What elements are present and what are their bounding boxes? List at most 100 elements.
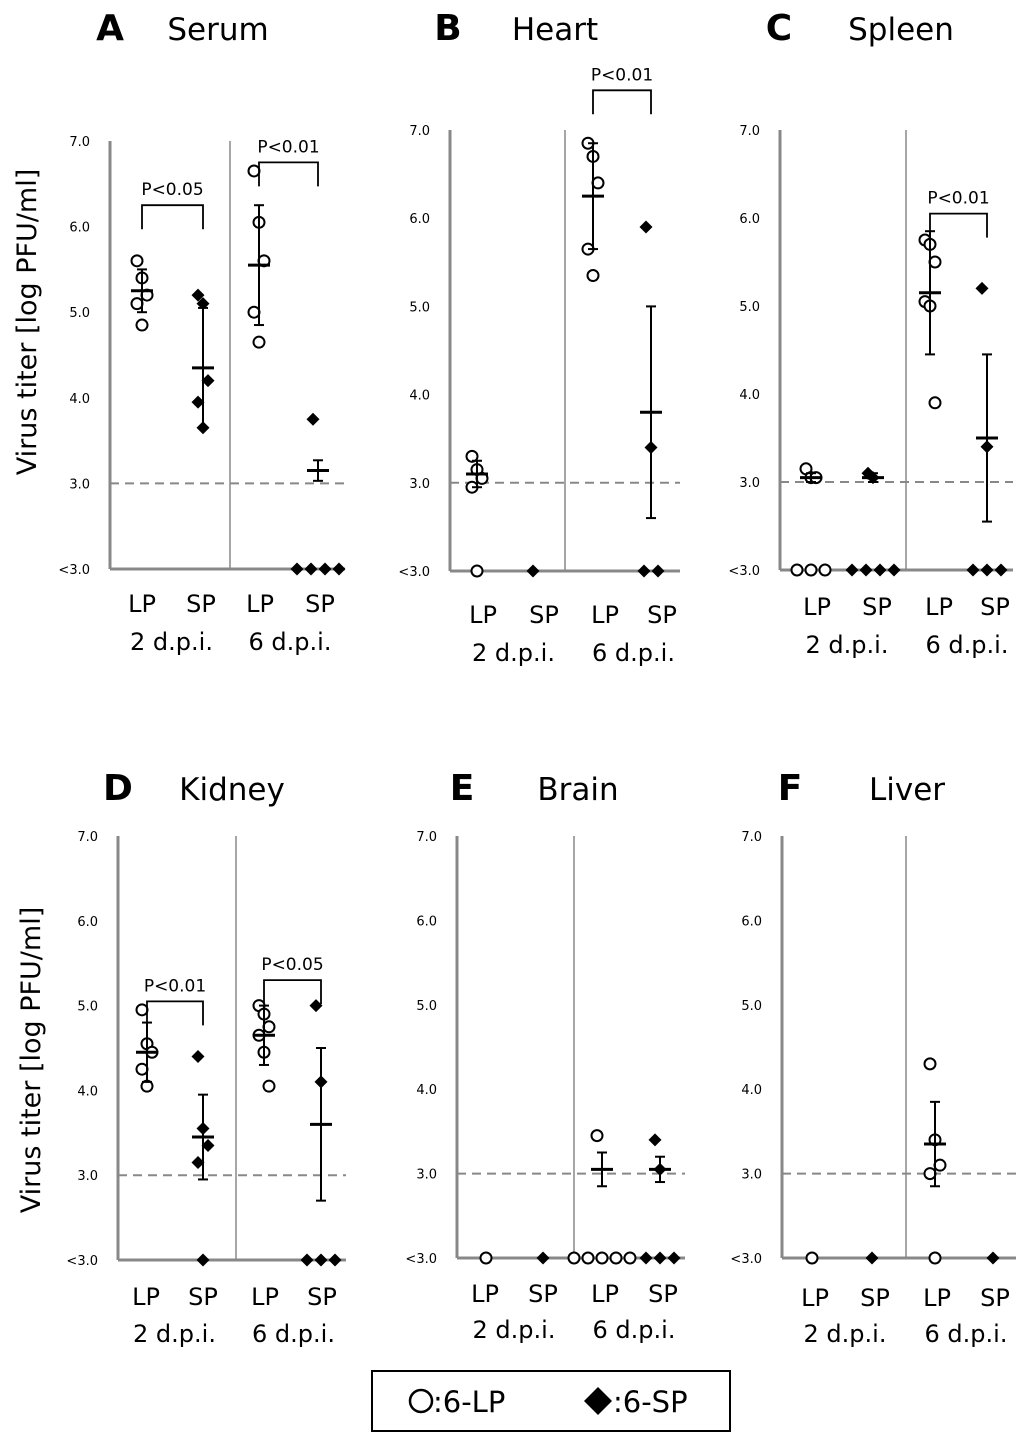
data-point-sp [332,562,346,576]
data-point-sp [865,1251,879,1265]
panel-title: Spleen [848,12,954,48]
data-point-lp [609,1251,623,1265]
data-point-lp [479,1251,493,1265]
y-tick-label: 4.0 [741,1083,762,1098]
data-point-sp [191,1155,205,1169]
data-point-lp [135,1062,149,1076]
timepoint-label: 2 d.p.i. [130,628,213,656]
data-point-sp [300,1253,314,1267]
data-point-sp [191,395,205,409]
panel-a-serum: 7.0 6.0 5.0 4.0 3.0 <3.0 A Serum LP SP LP SP 2 d.p.i… [58,8,346,656]
data-point-lp [928,255,942,269]
y-tick-label: 6.0 [739,212,760,227]
p-value-label: P<0.01 [591,65,653,85]
data-point-sp [986,1251,1000,1265]
data-point-lp [470,564,484,578]
data-point-lp [252,335,266,349]
timepoint-label: 2 d.p.i. [133,1320,216,1348]
data-point-lp [790,563,804,577]
data-point-sp [639,220,653,234]
y-tick-label: <3.0 [730,1252,762,1267]
data-point-sp [201,1139,215,1153]
panel-d-kidney: 7.0 6.0 5.0 4.0 3.0 <3.0 D Kidney LP SP LP SP 2 d.p.… [66,768,346,1348]
group-label: LP [246,590,274,618]
data-point-sp [318,562,332,576]
data-point-lp [623,1251,637,1265]
data-point-sp [994,563,1008,577]
data-point-sp [845,563,859,577]
y-tick-label: 4.0 [739,388,760,403]
y-tick-label: 3.0 [416,1168,437,1183]
y-tick-label: 3.0 [409,477,430,492]
data-point-lp [567,1251,581,1265]
timepoint-label: 6 d.p.i. [249,628,332,656]
y-tick-label: 7.0 [409,124,430,139]
y-tick-label: 6.0 [69,221,90,236]
data-point-lp [590,1129,604,1143]
significance-bracket [141,204,204,230]
y-tick-label: 4.0 [409,389,430,404]
legend-sp-marker-icon [584,1387,612,1415]
group-label: SP [529,601,559,629]
group-label: SP [188,1283,218,1311]
data-point-lp [923,1057,937,1071]
data-point-lp [465,449,479,463]
y-tick-label: <3.0 [398,565,430,580]
data-point-sp [306,412,320,426]
y-axis-label-top: Virus titer [log PFU/ml] [12,169,43,476]
y-tick-label: 6.0 [77,915,98,930]
group-label: SP [528,1280,558,1308]
panel-c-spleen: 7.0 6.0 5.0 4.0 3.0 <3.0 C Spleen LP SP LP SP 2 d.p.… [728,8,1013,659]
significance-bracket [929,212,988,238]
panels: 7.0 6.0 5.0 4.0 3.0 <3.0 A Serum LP SP LP SP 2 d.p.i… [58,8,1016,1348]
group-label: SP [980,593,1010,621]
data-point-lp [130,254,144,268]
panel-letter: F [778,768,803,809]
group-label: LP [128,590,156,618]
y-tick-label: 5.0 [741,999,762,1014]
timepoint-label: 2 d.p.i. [806,631,889,659]
timepoint-label: 2 d.p.i. [804,1320,887,1348]
p-value-label: P<0.01 [144,976,206,996]
data-point-sp [328,1253,342,1267]
timepoint-label: 2 d.p.i. [472,639,555,667]
p-value-label: P<0.01 [927,189,989,209]
y-tick-label: 7.0 [739,124,760,139]
data-point-sp [653,1251,667,1265]
data-point-lp [135,1003,149,1017]
data-point-lp [818,563,832,577]
data-point-sp [975,281,989,295]
data-point-sp [648,1133,662,1147]
p-value-label: P<0.05 [261,955,323,975]
group-label: LP [923,1284,951,1312]
group-label: SP [307,1283,337,1311]
y-tick-label: 6.0 [409,212,430,227]
y-tick-label: 3.0 [77,1169,98,1184]
timepoint-label: 6 d.p.i. [592,639,675,667]
y-tick-label: 5.0 [69,306,90,321]
panel-b-heart: 7.0 6.0 5.0 4.0 3.0 <3.0 B Heart LP SP LP SP 2 d.p.i… [398,8,680,667]
group-label: SP [980,1284,1010,1312]
group-label: SP [305,590,335,618]
data-point-lp [135,318,149,332]
data-point-lp [247,305,261,319]
data-point-sp [966,563,980,577]
group-label: LP [803,593,831,621]
group-label: LP [251,1283,279,1311]
panel-letter: B [434,8,461,49]
panel-letter: A [96,8,124,49]
panel-f-liver: 7.0 6.0 5.0 4.0 3.0 <3.0 F Liver LP SP LP SP 2 d.p.i… [730,768,1016,1348]
panel-title: Heart [512,12,598,48]
data-point-lp [262,1079,276,1093]
legend-lp-label: :6-LP [433,1385,505,1419]
timepoint-label: 6 d.p.i. [252,1320,335,1348]
panel-letter: E [450,768,475,809]
data-point-sp [191,1049,205,1063]
data-point-lp [586,269,600,283]
timepoint-label: 2 d.p.i. [473,1316,556,1344]
y-tick-label: 4.0 [69,392,90,407]
data-point-lp [804,563,818,577]
legend-sp-label: :6-SP [613,1385,688,1419]
group-label: SP [648,1280,678,1308]
